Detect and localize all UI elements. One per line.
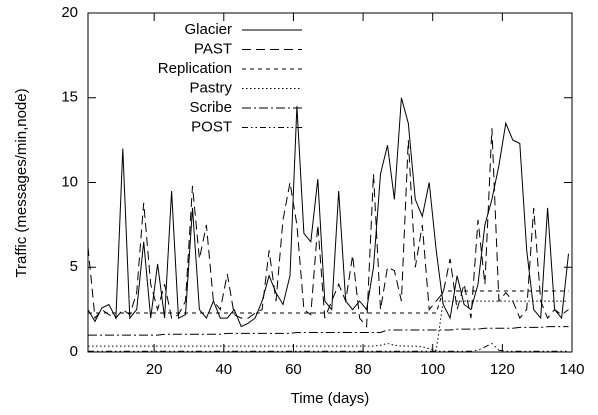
y-tick-label: 10 xyxy=(61,173,78,190)
x-tick-label: 140 xyxy=(559,361,584,378)
plot-frame xyxy=(87,12,573,353)
y-tick-label: 5 xyxy=(70,258,78,275)
x-axis-label: Time (days) xyxy=(291,390,370,407)
legend-label: Scribe xyxy=(189,99,232,116)
legend-label: Glacier xyxy=(184,21,232,38)
series-line xyxy=(88,290,569,314)
legend-label: Pastry xyxy=(189,79,232,96)
legend-label: Replication xyxy=(158,60,232,77)
x-tick-label: 60 xyxy=(285,361,302,378)
x-tick-label: 40 xyxy=(215,361,232,378)
legend-label: POST xyxy=(191,118,232,135)
y-tick-label: 15 xyxy=(61,89,78,106)
x-tick-label: 20 xyxy=(146,361,163,378)
series-line xyxy=(88,326,569,336)
series-line xyxy=(88,342,569,352)
y-axis-label: Traffic (messages/min,node) xyxy=(13,88,30,277)
x-tick-label: 120 xyxy=(490,361,515,378)
series-line xyxy=(87,97,569,328)
legend-label: PAST xyxy=(194,40,232,57)
x-tick-label: 80 xyxy=(355,361,372,378)
series-line xyxy=(87,128,569,328)
x-tick-label: 100 xyxy=(420,361,445,378)
series-line xyxy=(88,300,569,351)
y-tick-label: 20 xyxy=(61,4,78,21)
y-tick-label: 0 xyxy=(70,343,78,360)
